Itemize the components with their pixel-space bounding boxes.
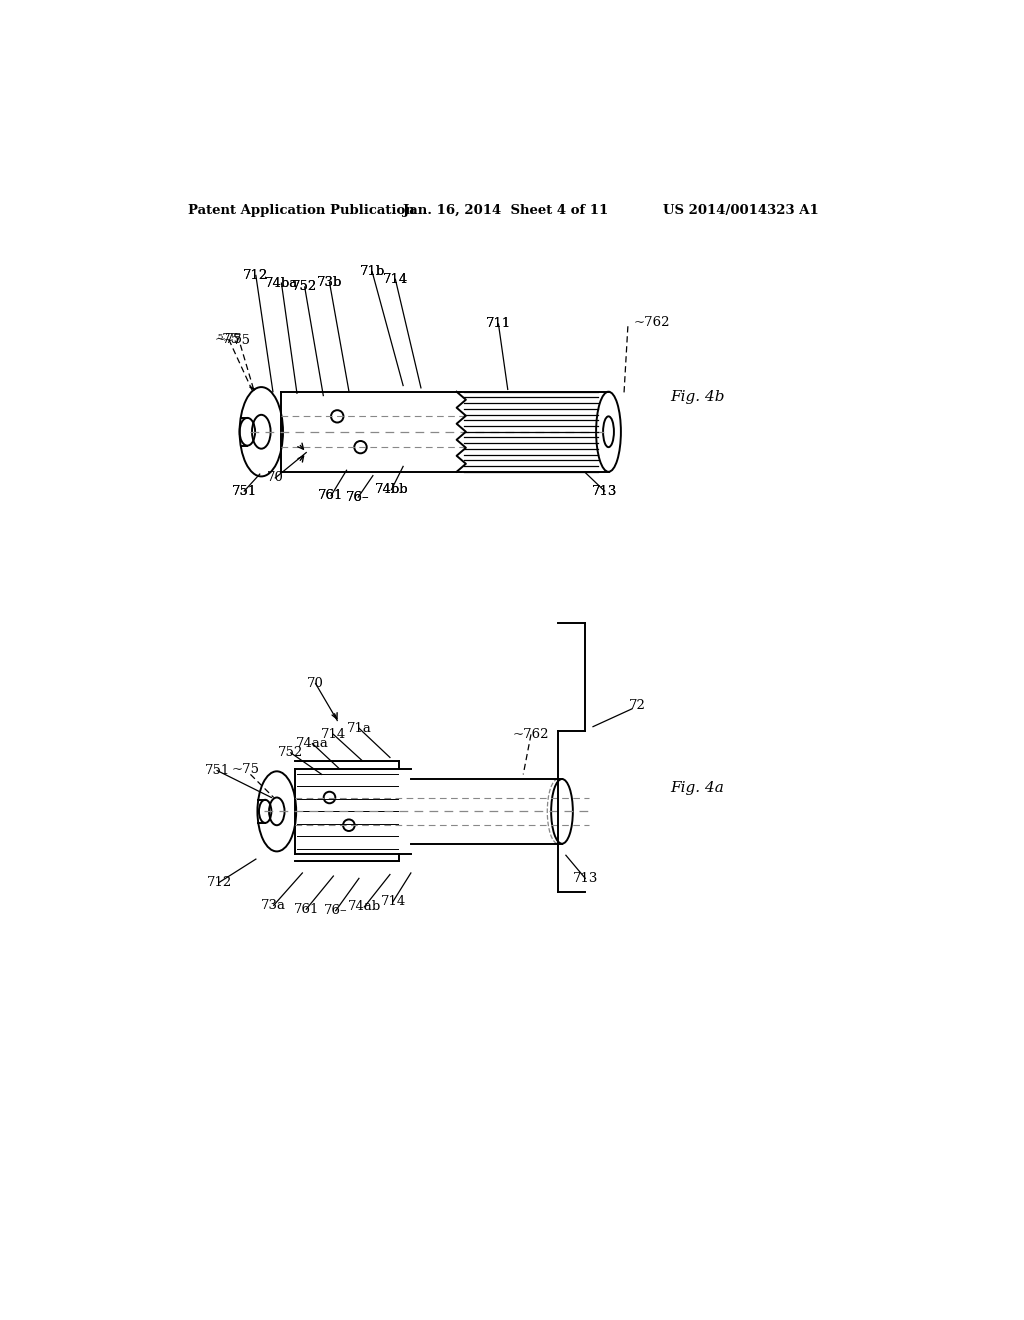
Text: 714: 714 xyxy=(383,273,408,286)
Text: US 2014/0014323 A1: US 2014/0014323 A1 xyxy=(663,205,818,218)
Text: Jan. 16, 2014  Sheet 4 of 11: Jan. 16, 2014 Sheet 4 of 11 xyxy=(403,205,608,218)
Text: Fig. 4a: Fig. 4a xyxy=(671,781,724,795)
Text: 74bb: 74bb xyxy=(375,483,409,496)
Text: 712: 712 xyxy=(244,269,268,282)
Text: 73b: 73b xyxy=(316,276,342,289)
Text: 714: 714 xyxy=(381,895,406,908)
Text: 751: 751 xyxy=(231,484,257,498)
Text: 711: 711 xyxy=(485,317,511,330)
Text: 713: 713 xyxy=(592,484,617,498)
Text: 74ba: 74ba xyxy=(265,277,298,289)
Text: ~75: ~75 xyxy=(222,334,251,347)
Text: 761: 761 xyxy=(294,903,318,916)
Text: 761: 761 xyxy=(318,490,344,502)
Text: ~762: ~762 xyxy=(513,727,549,741)
Text: 752: 752 xyxy=(292,280,317,293)
Text: 713: 713 xyxy=(592,484,617,498)
Text: 752: 752 xyxy=(292,280,317,293)
Text: 761: 761 xyxy=(318,490,344,502)
Text: ~75: ~75 xyxy=(215,333,243,346)
Text: 711: 711 xyxy=(485,317,511,330)
Text: Patent Application Publication: Patent Application Publication xyxy=(188,205,415,218)
Text: 74ba: 74ba xyxy=(265,277,298,289)
Text: 71a: 71a xyxy=(346,722,372,735)
Text: 76–: 76– xyxy=(324,904,347,917)
Text: 73a: 73a xyxy=(261,899,286,912)
Text: 71b: 71b xyxy=(359,265,385,279)
Text: 74aa: 74aa xyxy=(296,737,329,750)
Text: 70: 70 xyxy=(267,471,284,484)
Text: 74bb: 74bb xyxy=(375,483,409,496)
Text: 72: 72 xyxy=(629,698,645,711)
Text: 712: 712 xyxy=(207,875,232,888)
Text: 76–: 76– xyxy=(346,491,370,504)
Text: 70: 70 xyxy=(307,677,324,690)
Text: ~75: ~75 xyxy=(231,763,260,776)
Text: 713: 713 xyxy=(572,871,598,884)
Text: ⁵75: ⁵75 xyxy=(218,333,240,346)
Text: 751: 751 xyxy=(231,484,257,498)
Text: 714: 714 xyxy=(321,727,346,741)
Text: 751: 751 xyxy=(205,764,229,777)
Text: 74ab: 74ab xyxy=(348,900,381,913)
Text: 71b: 71b xyxy=(359,265,385,279)
Text: 714: 714 xyxy=(383,273,408,286)
Text: 73b: 73b xyxy=(316,276,342,289)
Text: ~762: ~762 xyxy=(633,315,670,329)
Text: 712: 712 xyxy=(244,269,268,282)
Text: 76–: 76– xyxy=(346,491,370,504)
Text: Fig. 4b: Fig. 4b xyxy=(671,391,725,404)
Text: 752: 752 xyxy=(279,746,303,759)
